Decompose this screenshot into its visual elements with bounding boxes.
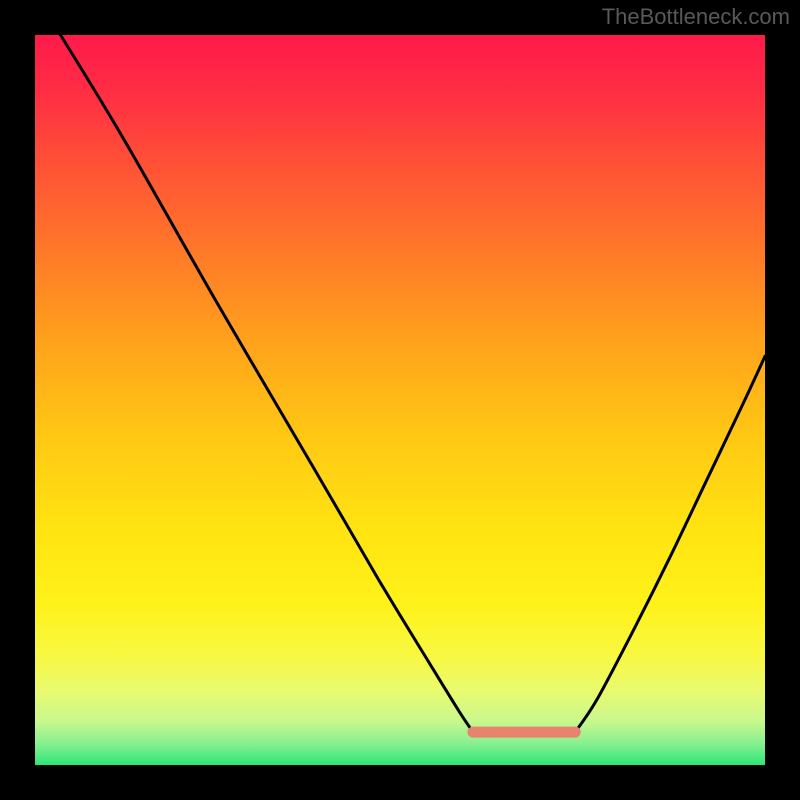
bottleneck-curve-chart xyxy=(35,35,765,765)
plot-background xyxy=(35,35,765,765)
watermark-text: TheBottleneck.com xyxy=(602,4,790,30)
